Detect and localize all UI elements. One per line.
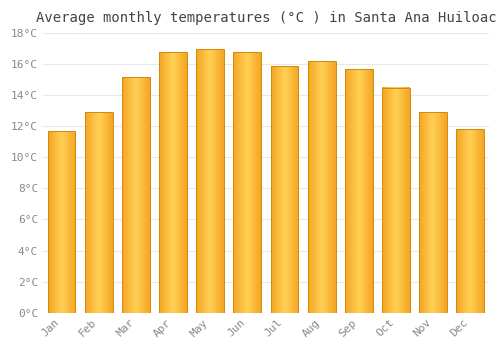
Bar xyxy=(345,69,373,313)
Bar xyxy=(270,66,298,313)
Bar xyxy=(419,112,447,313)
Bar xyxy=(85,112,112,313)
Bar xyxy=(122,77,150,313)
Bar xyxy=(196,49,224,313)
Bar xyxy=(308,61,336,313)
Bar xyxy=(159,52,187,313)
Title: Average monthly temperatures (°C ) in Santa Ana Huiloac: Average monthly temperatures (°C ) in Sa… xyxy=(36,11,496,25)
Bar xyxy=(234,52,262,313)
Bar xyxy=(48,131,76,313)
Bar xyxy=(382,88,410,313)
Bar xyxy=(456,130,484,313)
